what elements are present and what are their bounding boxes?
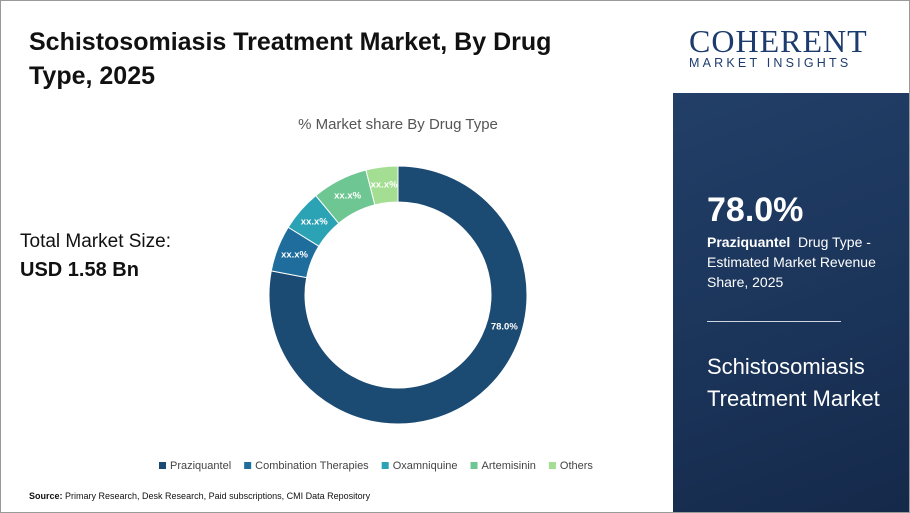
legend-label: Combination Therapies (255, 460, 369, 472)
chart-title: % Market share By Drug Type (298, 116, 498, 133)
highlight-description: Praziquantel Drug Type - Estimated Marke… (707, 232, 892, 292)
data-label: xx.x% (301, 217, 328, 228)
legend-swatch (381, 462, 389, 469)
sidebar-panel (673, 93, 909, 512)
legend-swatch (548, 462, 556, 469)
legend-label: Oxamniquine (393, 460, 458, 472)
donut-segment (268, 165, 528, 425)
legend-swatch (159, 462, 166, 469)
chart: % Market share By Drug Type 78.0% xx.x% xx… (159, 116, 594, 472)
source-label: Source: (29, 491, 63, 501)
highlight-text: Drug Type - Estimated Market Revenue Sha… (707, 234, 876, 290)
divider (707, 321, 841, 322)
legend-swatch (470, 462, 478, 469)
market-size-label: Total Market Size: (20, 231, 171, 252)
source-text: Primary Research, Desk Research, Paid su… (65, 491, 371, 501)
logo-name: COHERENT (689, 23, 868, 59)
legend-swatch (244, 462, 252, 469)
legend-label: Artemisinin (482, 460, 536, 472)
market-size-value: USD 1.58 Bn (20, 259, 139, 281)
legend-label: Others (560, 460, 594, 472)
data-label: xx.x% (334, 191, 361, 202)
data-label: 78.0% (491, 321, 518, 332)
page-title: Schistosomiasis Treatment Market, By Dru… (29, 28, 552, 90)
donut-segment (365, 165, 399, 206)
source: Source: Primary Research, Desk Research,… (29, 491, 370, 501)
logo-tagline: MARKET INSIGHTS (689, 56, 852, 70)
highlight-segment: Praziquantel (707, 234, 791, 250)
sidebar-title: Schistosomiasis Treatment Market (707, 354, 880, 411)
data-label: xx.x% (281, 249, 308, 260)
highlight-value: 78.0% (707, 191, 804, 229)
data-label: xx.x% (371, 179, 398, 190)
legend-label: Praziquantel (170, 460, 231, 472)
